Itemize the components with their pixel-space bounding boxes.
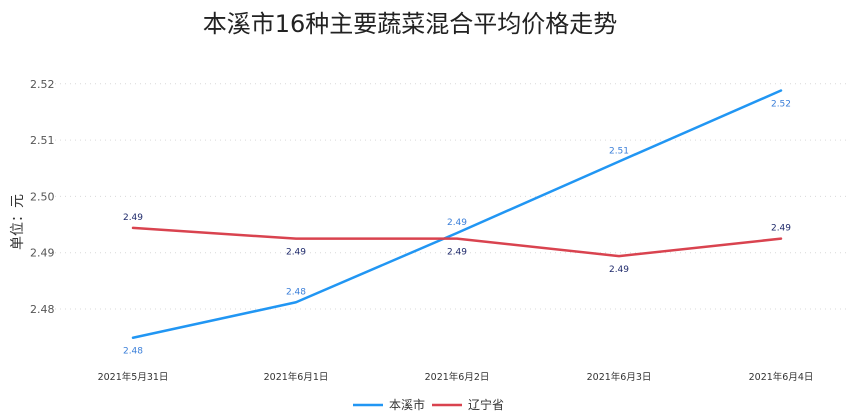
y-tick-label: 2.49 bbox=[30, 247, 55, 260]
chart-title: 本溪市16种主要蔬菜混合平均价格走势 bbox=[203, 10, 618, 38]
data-label: 2.51 bbox=[609, 146, 629, 156]
data-label: 2.48 bbox=[286, 287, 306, 297]
data-label: 2.49 bbox=[771, 224, 791, 234]
x-tick-label: 2021年6月1日 bbox=[264, 371, 329, 383]
x-tick-label: 2021年5月31日 bbox=[98, 371, 169, 383]
x-axis-ticks: 2021年5月31日 2021年6月1日 2021年6月2日 2021年6月3日 202… bbox=[98, 371, 814, 383]
data-label: 2.48 bbox=[123, 347, 143, 357]
series-lines bbox=[131, 89, 783, 339]
legend-label: 辽宁省 bbox=[468, 397, 504, 412]
gridlines bbox=[55, 83, 850, 310]
data-label: 2.49 bbox=[286, 248, 306, 258]
data-labels: 2.48 2.48 2.49 2.51 2.52 2.49 2.49 2.49 2.49 2.49 bbox=[123, 100, 791, 357]
x-tick-label: 2021年6月4日 bbox=[749, 371, 814, 383]
x-tick-label: 2021年6月3日 bbox=[587, 371, 652, 383]
y-tick-label: 2.48 bbox=[30, 303, 55, 316]
y-tick-label: 2.51 bbox=[30, 134, 55, 147]
y-tick-label: 2.52 bbox=[30, 78, 55, 91]
x-tick-label: 2021年6月2日 bbox=[425, 371, 490, 383]
legend: 本溪市 辽宁省 bbox=[353, 397, 504, 412]
data-label: 2.49 bbox=[447, 218, 467, 228]
data-label: 2.49 bbox=[609, 265, 629, 275]
y-tick-label: 2.50 bbox=[30, 190, 55, 203]
data-label: 2.52 bbox=[771, 100, 791, 110]
y-axis-label: 单位：元 bbox=[10, 194, 26, 250]
data-label: 2.49 bbox=[447, 248, 467, 258]
series-line-0 bbox=[131, 89, 783, 339]
data-label: 2.49 bbox=[123, 213, 143, 223]
series-line-1 bbox=[131, 226, 783, 258]
y-axis-ticks: 2.48 2.49 2.50 2.51 2.52 bbox=[30, 78, 55, 316]
legend-label: 本溪市 bbox=[389, 397, 425, 412]
